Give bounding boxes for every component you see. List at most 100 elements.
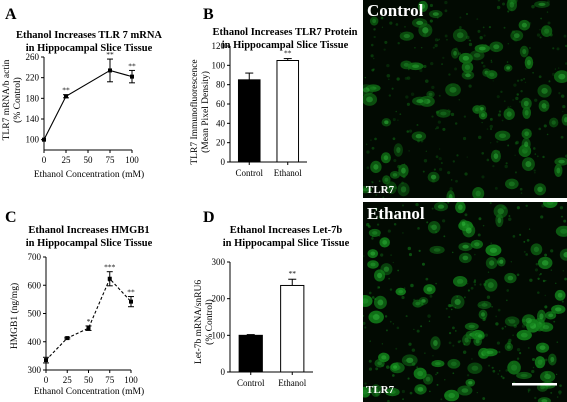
background-speckle [371,68,375,72]
background-speckle [422,170,425,173]
background-speckle [371,180,374,184]
background-speckle [368,291,372,295]
cell-nucleus [481,312,485,317]
background-speckle [378,180,381,183]
cell-nucleus [564,117,567,123]
cell-nucleus [541,103,547,109]
data-point [107,276,112,281]
background-speckle [491,366,494,369]
background-speckle [495,322,499,326]
background-speckle [506,299,508,302]
background-speckle [484,333,489,337]
background-speckle [374,137,377,141]
cell-nucleus [388,184,394,191]
background-speckle [404,25,406,28]
background-speckle [403,287,406,289]
cell-nucleus [461,388,469,393]
cell-nucleus [499,259,504,264]
background-speckle [363,321,366,325]
background-speckle [454,67,458,71]
cell-body [541,25,553,37]
background-speckle [528,390,530,392]
cell-nucleus [440,111,447,116]
background-speckle [434,38,439,42]
background-speckle [492,369,496,373]
cell-body [445,83,461,97]
cell-nucleus [548,313,554,318]
background-speckle [448,304,452,308]
background-speckle [533,147,536,150]
x-tick-label: 75 [105,375,115,385]
cell-nucleus [475,190,481,197]
background-speckle [450,308,453,311]
background-speckle [498,350,501,354]
cell-body [478,309,488,320]
background-speckle [439,167,443,171]
background-speckle [477,29,481,33]
panel-letter: B [203,6,214,23]
background-speckle [527,391,530,393]
background-speckle [564,44,567,48]
background-speckle [381,26,384,28]
cell-body [494,130,511,141]
cell-body [436,109,451,118]
background-speckle [562,105,566,109]
background-speckle [401,389,406,394]
background-speckle [416,123,419,126]
background-speckle [367,225,371,228]
background-speckle [538,273,541,276]
cell-nucleus [396,146,401,154]
background-speckle [444,378,446,381]
background-speckle [507,43,509,45]
background-speckle [546,133,549,136]
background-speckle [497,308,501,312]
background-speckle [380,16,384,20]
background-speckle [468,42,473,47]
background-speckle [544,358,548,362]
background-speckle [497,0,501,2]
y-tick-label: 700 [28,252,42,262]
cell-nucleus [465,227,472,234]
cell-body [559,248,567,261]
background-speckle [404,359,407,362]
data-point [108,68,112,73]
panel-b-bar-chart: B Ethanol Increases TLR7 Protein in Hipp… [189,6,358,178]
cell-body [539,370,556,383]
background-speckle [374,207,378,211]
cell-body [469,50,485,61]
background-speckle [451,251,454,254]
x-tick-label: 25 [62,155,72,165]
cell-body [385,387,400,397]
background-speckle [411,362,416,366]
cell-nucleus [372,314,380,320]
cell-nucleus [464,337,469,343]
x-tick-label: Control [237,378,265,388]
background-speckle [540,17,543,20]
background-speckle [370,54,374,58]
background-speckle [548,80,551,82]
background-speckle [559,393,561,395]
background-speckle [386,63,390,68]
background-speckle [435,155,439,159]
background-speckle [407,377,410,380]
background-speckle [558,92,561,95]
data-point [44,358,48,363]
background-speckle [543,124,547,128]
background-speckle [479,283,482,286]
panel-d-bar-chart: D Ethanol Increases Let-7b in Hippocampa… [194,209,350,388]
background-speckle [444,34,448,38]
background-speckle [406,102,410,106]
background-speckle [431,115,434,118]
background-speckle [496,140,499,143]
panel-c-line-chart: C Ethanol Increases HMGB1 in Hippocampal… [5,209,153,397]
cell-body [363,386,371,398]
background-speckle [516,347,521,352]
cell-nucleus [506,111,512,117]
background-speckle [389,12,392,15]
background-speckle [525,68,527,70]
background-speckle [408,253,413,257]
background-speckle [538,75,542,79]
background-speckle [408,129,413,133]
background-speckle [518,100,522,103]
background-speckle [558,390,562,394]
